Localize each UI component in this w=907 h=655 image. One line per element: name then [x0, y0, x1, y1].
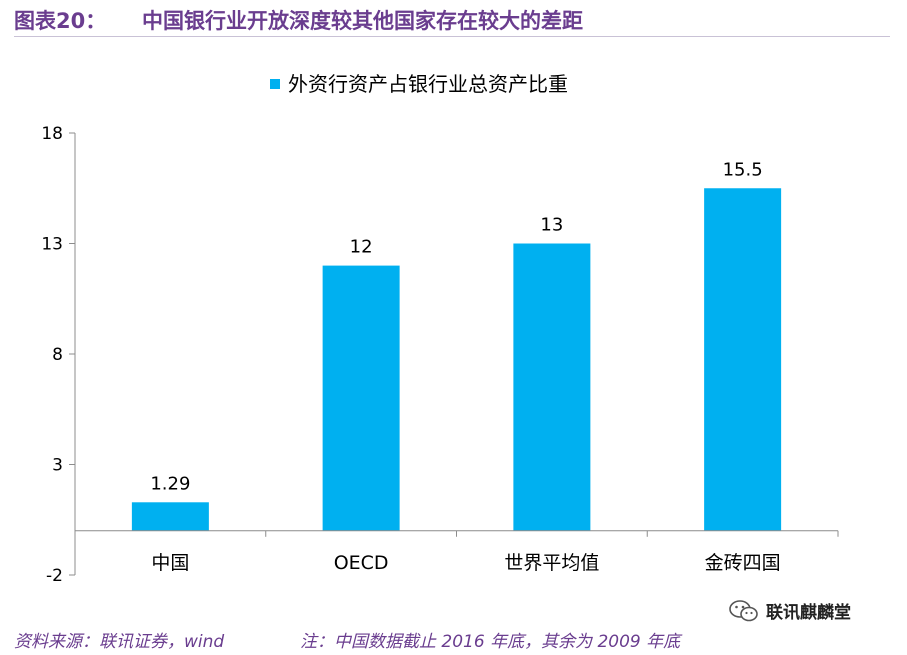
y-tick-label: 3: [52, 456, 63, 476]
wechat-icon: [729, 599, 758, 621]
x-ticks: [74, 530, 839, 537]
figure-title: 中国银行业开放深度较其他国家存在较大的差距: [142, 9, 583, 33]
bar: [322, 265, 400, 531]
legend: 外资行资产占银行业总资产比重: [270, 72, 568, 96]
category-labels: 中国 OECD 世界平均值 金砖四国: [151, 552, 780, 574]
bar: [704, 188, 782, 531]
category-label: 世界平均值: [504, 552, 599, 574]
footer-note: 注：中国数据截止 2016 年底，其余为 2009 年底: [300, 632, 681, 652]
y-tick-label: 18: [41, 124, 63, 144]
y-tick-label: -2: [46, 566, 63, 586]
y-ticks: -2 3 8 13 18: [41, 124, 75, 586]
data-label: 15.5: [723, 159, 763, 180]
figure-label: 图表20：: [14, 9, 107, 33]
data-label: 1.29: [150, 473, 190, 494]
watermark: 联讯麒麟堂: [728, 598, 851, 623]
data-label: 12: [350, 237, 373, 258]
category-label: 金砖四国: [705, 552, 781, 574]
data-labels: 1.29 12 13 15.5: [150, 159, 762, 494]
figure-header: 图表20： 中国银行业开放深度较其他国家存在较大的差距: [14, 2, 890, 37]
footer-source: 资料来源：联讯证券，wind: [14, 632, 225, 652]
y-tick-label: 13: [41, 235, 63, 255]
legend-swatch: [270, 79, 280, 89]
y-tick-label: 8: [52, 345, 63, 365]
bars: [131, 188, 782, 531]
watermark-text: 联讯麒麟堂: [766, 603, 851, 623]
bar-chart: 外资行资产占银行业总资产比重 -2 3 8 13 18 1.29 12 13 15.5 中国 O…: [41, 72, 839, 586]
legend-label: 外资行资产占银行业总资产比重: [288, 72, 568, 96]
bar: [513, 243, 591, 531]
data-label: 13: [540, 215, 563, 236]
category-label: OECD: [334, 552, 389, 574]
bar: [131, 502, 209, 531]
category-label: 中国: [151, 552, 189, 574]
